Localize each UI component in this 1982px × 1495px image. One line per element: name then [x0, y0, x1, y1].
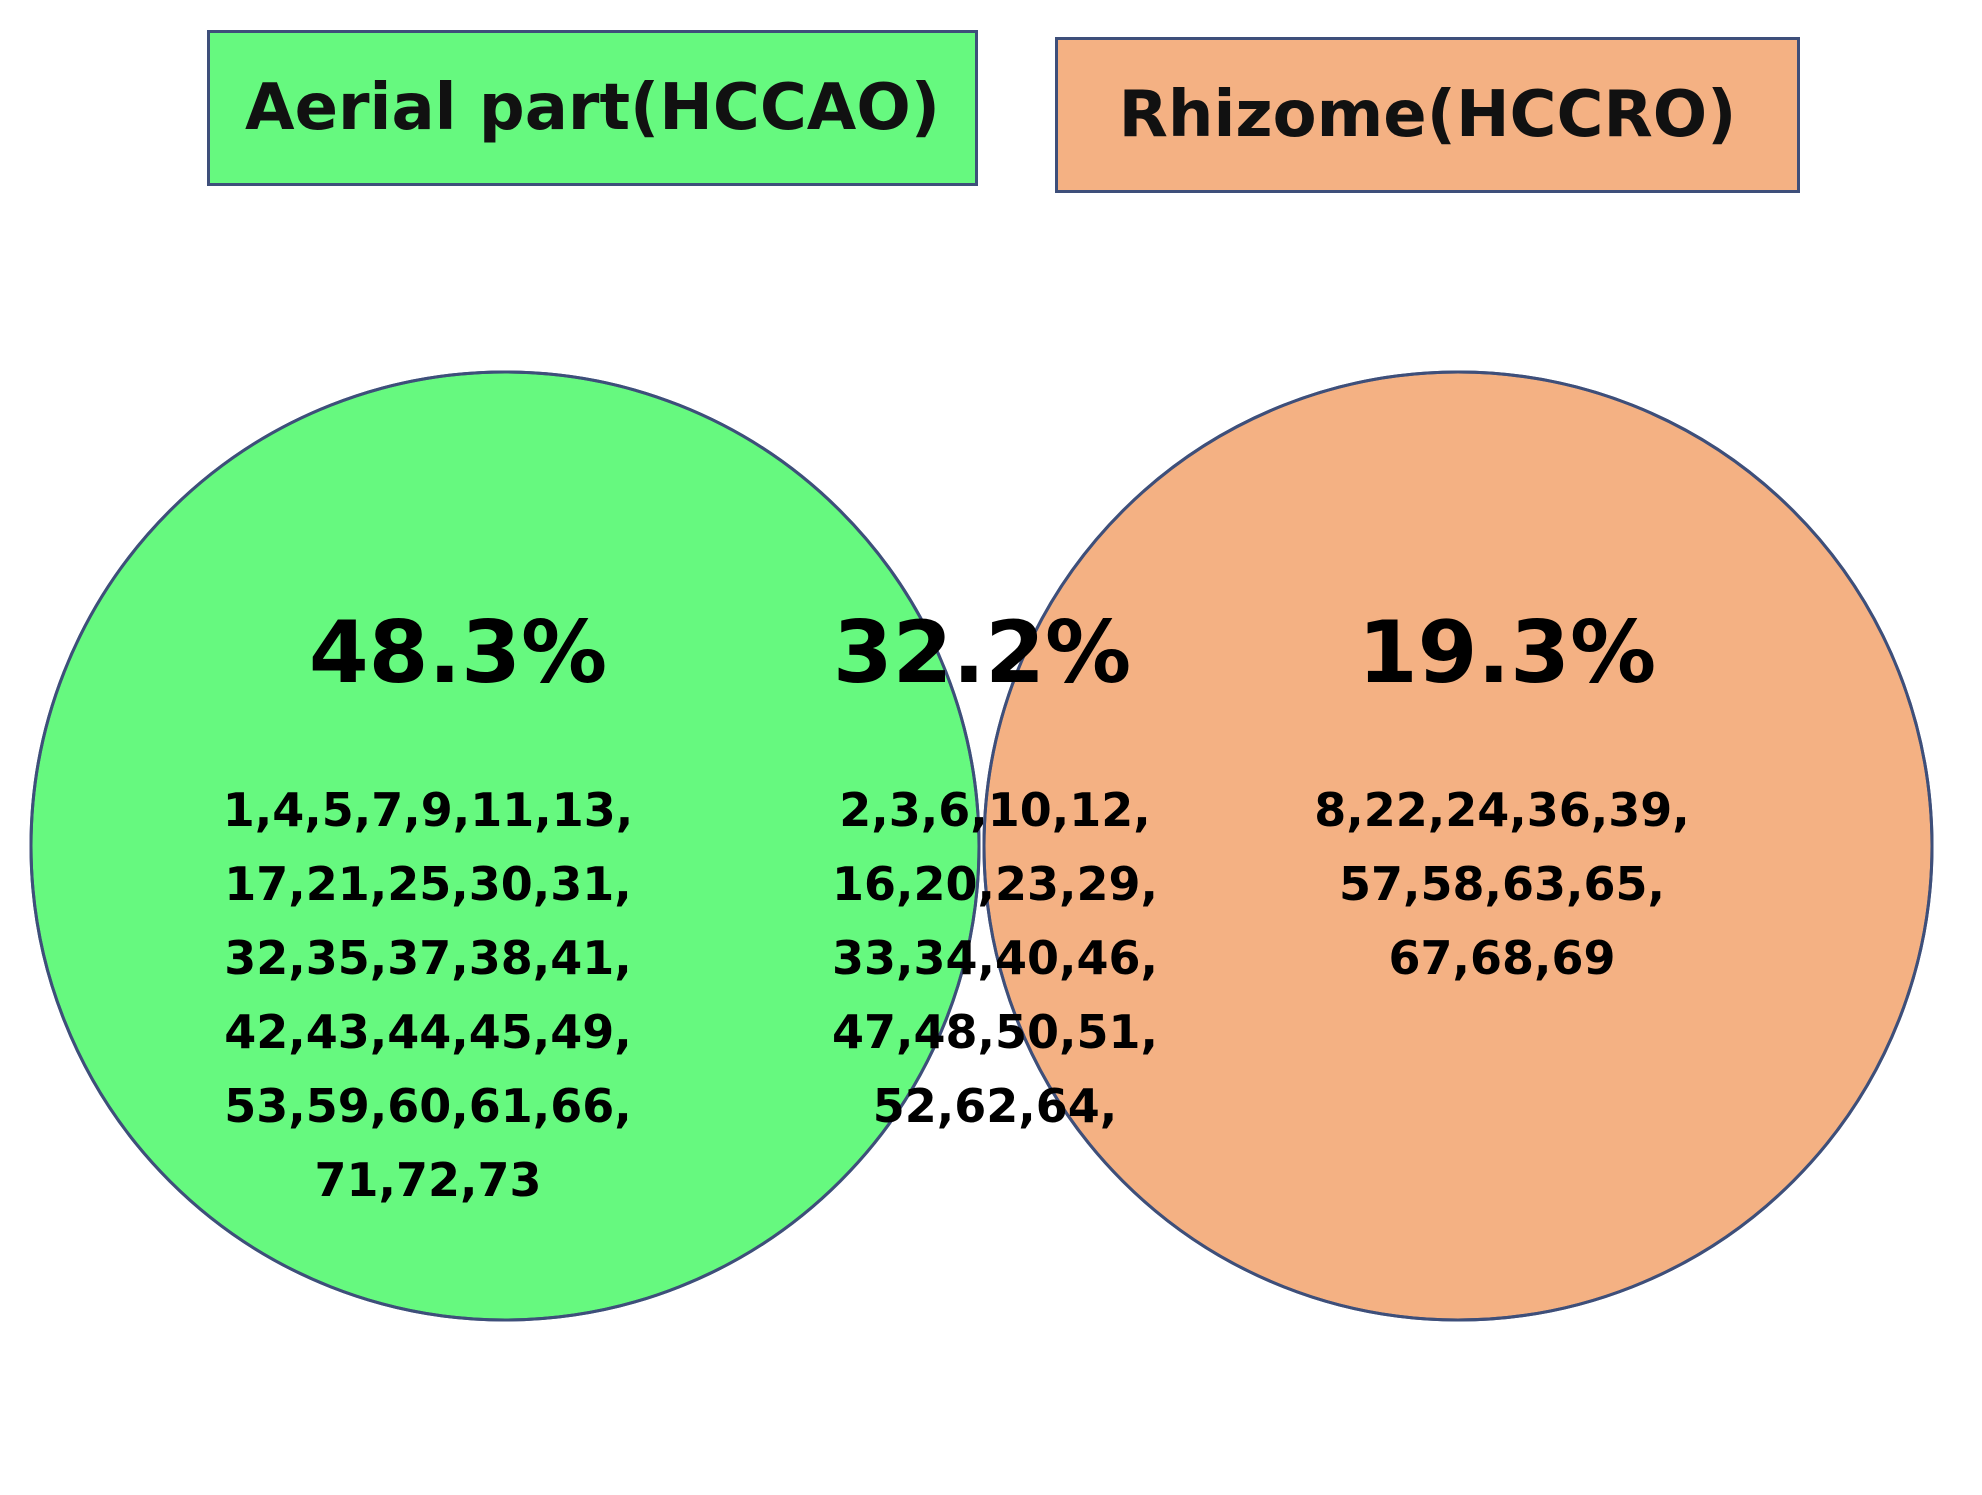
compound-list-line: 17,21,25,30,31,	[224, 857, 632, 911]
shared-compound-list: 2,3,6,10,12, 16,20,23,29, 33,34,40,46, 4…	[832, 773, 1158, 1143]
aerial-circle-outline	[29, 370, 981, 1322]
compound-list-line: 57,58,63,65,	[1339, 857, 1665, 911]
aerial-only-percent: 48.3%	[308, 603, 608, 703]
aerial-only-compound-list: 1,4,5,7,9,11,13, 17,21,25,30,31, 32,35,3…	[223, 773, 633, 1217]
rhizome-circle-outline	[982, 370, 1934, 1322]
rhizome-label-box: Rhizome(HCCRO)	[1055, 37, 1800, 193]
compound-list-line: 32,35,37,38,41,	[224, 931, 632, 985]
aerial-part-label: Aerial part(HCCAO)	[245, 71, 940, 145]
compound-list-line: 2,3,6,10,12,	[839, 783, 1151, 837]
compound-list-line: 67,68,69	[1388, 931, 1616, 985]
aerial-part-label-box: Aerial part(HCCAO)	[207, 30, 978, 186]
compound-list-line: 52,62,64,	[872, 1079, 1118, 1133]
rhizome-only-compound-list: 8,22,24,36,39, 57,58,63,65, 67,68,69	[1314, 773, 1689, 995]
rhizome-label: Rhizome(HCCRO)	[1118, 78, 1737, 152]
compound-list-line: 42,43,44,45,49,	[224, 1005, 632, 1059]
compound-list-line: 1,4,5,7,9,11,13,	[222, 783, 634, 837]
compound-list-line: 33,34,40,46,	[832, 931, 1158, 985]
rhizome-only-percent: 19.3%	[1357, 603, 1657, 703]
compound-list-line: 8,22,24,36,39,	[1314, 783, 1690, 837]
compound-list-line: 53,59,60,61,66,	[224, 1079, 632, 1133]
compound-list-line: 16,20,23,29,	[832, 857, 1158, 911]
compound-list-line: 47,48,50,51,	[832, 1005, 1158, 1059]
shared-percent: 32.2%	[832, 603, 1132, 703]
compound-list-line: 71,72,73	[314, 1153, 542, 1207]
